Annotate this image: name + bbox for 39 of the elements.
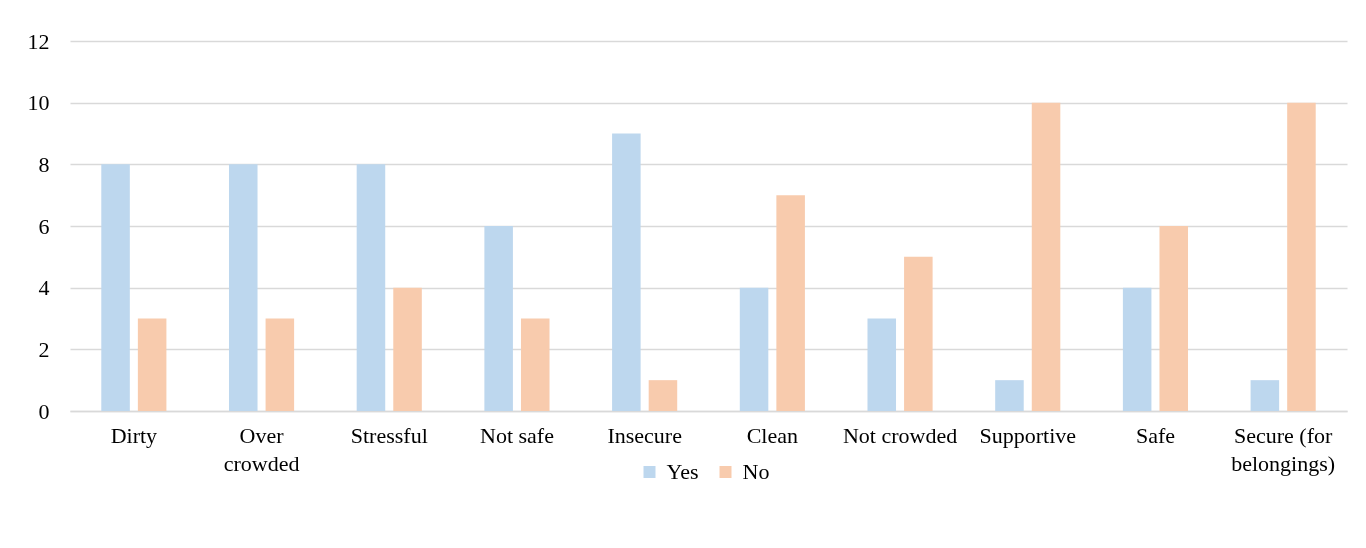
x-tick-label: Not crowded — [842, 422, 958, 448]
bar — [648, 380, 678, 411]
y-tick-label: 0 — [38, 398, 50, 424]
x-tick-label: Not safe — [479, 422, 554, 448]
y-tick-label: 4 — [38, 275, 50, 301]
bar — [995, 380, 1024, 411]
y-tick-label: 6 — [38, 213, 50, 239]
x-tick-label: Clean — [746, 422, 799, 448]
bar — [393, 287, 422, 411]
bar — [1159, 226, 1189, 411]
bar — [904, 256, 933, 411]
x-tick-label: Supportive — [979, 422, 1077, 448]
bar — [1287, 102, 1316, 411]
bar — [484, 226, 513, 411]
bar — [520, 318, 550, 411]
x-tick-label: Secure (for belongings) — [1231, 422, 1336, 476]
bar — [612, 133, 641, 411]
bar — [137, 318, 167, 411]
y-tick-label: 8 — [38, 151, 50, 177]
bar — [101, 164, 130, 411]
x-tick-label: Dirty — [110, 422, 158, 448]
bar — [228, 164, 258, 411]
bar — [1122, 287, 1152, 411]
bar — [867, 318, 897, 411]
y-tick-label: 10 — [27, 90, 50, 116]
bar — [776, 195, 805, 411]
bar — [1250, 380, 1280, 411]
bar — [265, 318, 295, 411]
legend-label: Yes — [666, 459, 699, 484]
x-tick-label: Over crowded — [223, 422, 300, 476]
bar — [739, 287, 769, 411]
y-tick-label: 2 — [38, 336, 50, 362]
x-tick-label: Stressful — [350, 422, 428, 448]
bar — [1031, 102, 1061, 411]
y-tick-label: 12 — [27, 28, 50, 54]
x-tick-label: Insecure — [607, 422, 682, 448]
legend-label: No — [742, 459, 770, 484]
bar — [356, 164, 386, 411]
x-tick-label: Safe — [1135, 422, 1175, 448]
